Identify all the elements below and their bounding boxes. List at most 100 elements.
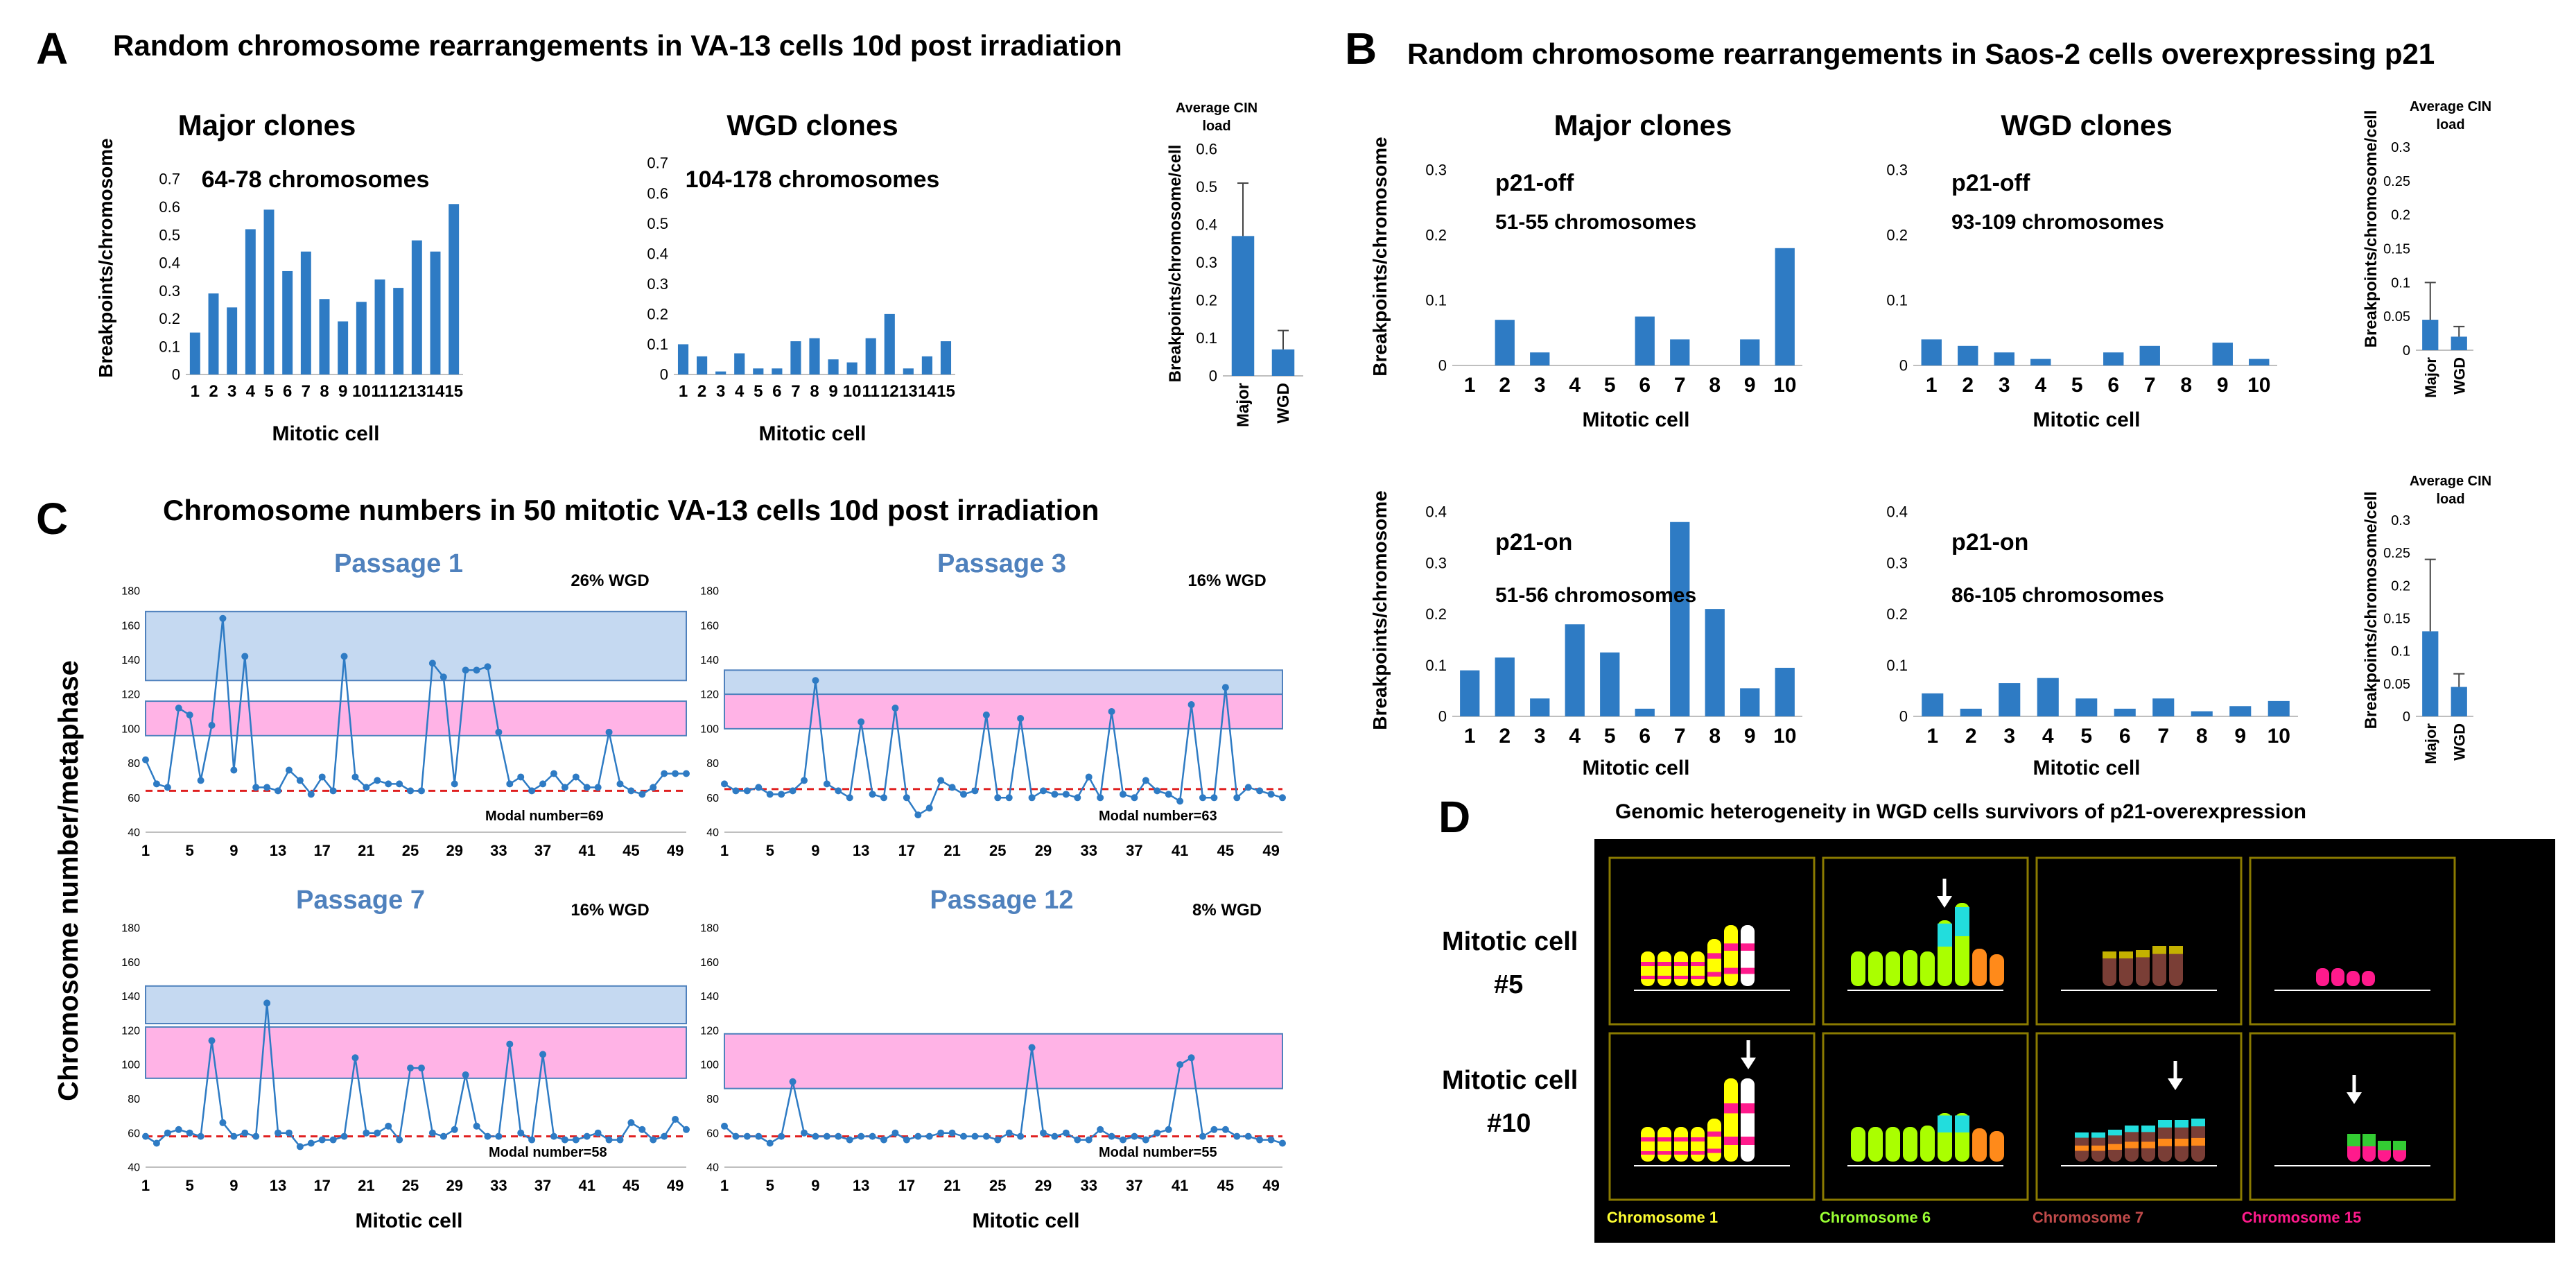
chromosome-shape: [2347, 971, 2360, 986]
data-point: [948, 1129, 956, 1137]
bar: [1460, 670, 1480, 716]
passage-title: Passage 3: [937, 549, 1066, 578]
x-tick-label: 25: [402, 1177, 419, 1194]
average-title-line1: Average CIN: [2410, 99, 2491, 114]
data-point: [351, 773, 359, 781]
x-category-label: 13: [408, 382, 426, 401]
data-point: [550, 770, 557, 777]
chromosome-shape: [2331, 968, 2344, 986]
bar: [715, 371, 726, 374]
chromosome-band: [2125, 1141, 2139, 1148]
x-tick-label: 1: [141, 1177, 150, 1194]
data-point: [1210, 1126, 1218, 1133]
y-tick-label: 0.25: [2383, 546, 2410, 561]
data-point: [517, 1129, 525, 1137]
data-point: [363, 1129, 370, 1137]
x-category-label: 9: [1744, 374, 1756, 397]
chromosome-shape: [2119, 951, 2133, 986]
y-tick-label: 0.3: [2391, 140, 2410, 155]
data-point: [982, 711, 990, 718]
y-tick-label: 120: [700, 689, 719, 701]
bar: [903, 368, 914, 374]
y-tick-label: 120: [121, 689, 140, 701]
chromosome-band: [1674, 1137, 1688, 1141]
x-axis-label: Mitotic cell: [1582, 408, 1689, 431]
chromosome-shape: [1741, 1078, 1755, 1162]
y-tick-label: 0.2: [1425, 227, 1447, 244]
x-category-label: 9: [828, 382, 837, 401]
y-tick-label: 0.1: [1425, 292, 1447, 309]
data-point: [385, 780, 392, 788]
chromosome-shape: [1990, 1131, 2004, 1162]
chromosome-shape: [1674, 951, 1688, 986]
row-label-cell-5-line2: #5: [1494, 970, 1523, 999]
x-category-label: 15: [937, 382, 955, 401]
chromosome-band: [1938, 1115, 1952, 1132]
x-tick-label: 1: [720, 1177, 729, 1194]
x-tick-label: 25: [989, 1177, 1006, 1194]
data-point: [340, 653, 348, 660]
chromosome-shape: [1903, 1127, 1917, 1162]
y-tick-label: 0: [2403, 343, 2410, 359]
data-point: [1085, 1136, 1093, 1144]
x-category-label: WGD: [2451, 357, 2468, 395]
chart-b-wgd-on: 0 0.1 0.2 0.3 0.4 1 2 3 4 5 6 7 8 9 10 p21-on 86-105 chr…: [1886, 503, 2298, 779]
data-point: [296, 1143, 304, 1150]
chromosome-shape: [1724, 1078, 1738, 1162]
chromosome-range: 51-56 chromosomes: [1495, 584, 1696, 607]
data-point: [858, 1132, 865, 1140]
data-point: [153, 780, 160, 788]
karyotype-cell-frame: [2249, 1032, 2456, 1201]
bar: [2037, 678, 2059, 716]
data-point: [153, 1139, 160, 1147]
x-tick-label: 9: [229, 1177, 238, 1194]
x-tick-label: 13: [853, 1177, 869, 1194]
y-tick-label: 0: [1899, 357, 1908, 374]
bar: [1921, 339, 1942, 365]
data-point: [801, 777, 808, 784]
chromosome-shape: [1903, 950, 1917, 986]
chromosome-shape: [1851, 951, 1865, 986]
data-point: [650, 784, 657, 791]
bar: [356, 302, 367, 374]
data-point: [219, 1119, 227, 1126]
y-tick-label: 60: [128, 1128, 140, 1139]
chromosome-band: [2393, 1141, 2406, 1150]
data-point: [1210, 794, 1218, 802]
bar: [1495, 657, 1515, 716]
x-category-label: 2: [1962, 374, 1974, 397]
data-point: [721, 780, 728, 788]
bar: [753, 368, 764, 374]
data-point: [1131, 794, 1138, 802]
bar: [1670, 522, 1690, 716]
data-point: [1108, 708, 1115, 715]
y-tick-label: 180: [700, 923, 719, 935]
x-category-label: 3: [227, 382, 236, 401]
y-tick-label: 40: [706, 827, 719, 839]
bar: [1922, 693, 1944, 716]
x-category-label: 5: [2071, 374, 2083, 397]
bar: [1635, 708, 1655, 716]
chromosome-shape: [2316, 968, 2329, 986]
x-category-label: 1: [1926, 725, 1938, 748]
chromosome-shape: [1972, 949, 1987, 986]
bar: [1635, 316, 1655, 365]
x-category-label: 10: [352, 382, 371, 401]
y-tick-label: 0.25: [2383, 174, 2410, 189]
data-point: [1040, 1129, 1047, 1137]
data-point: [407, 1065, 415, 1072]
data-point: [743, 1132, 751, 1140]
x-axis-label: Mitotic cell: [2033, 408, 2140, 431]
x-category-label: 1: [679, 382, 688, 401]
series-line: [724, 680, 1283, 816]
chart-a-average: 0 0.1 0.2 0.3 0.4 0.5 0.6 Major WGD Average CIN lo…: [1166, 101, 1303, 427]
chromosome-band: [1955, 1115, 1969, 1132]
x-category-label: 7: [2144, 374, 2156, 397]
data-point: [994, 794, 1002, 802]
data-point: [766, 1139, 774, 1147]
chromosome-shape: [1641, 951, 1655, 986]
data-point: [1108, 1132, 1115, 1140]
y-tick-label: 0.4: [1196, 216, 1217, 234]
data-point: [1244, 784, 1252, 791]
x-category-label: 6: [283, 382, 292, 401]
